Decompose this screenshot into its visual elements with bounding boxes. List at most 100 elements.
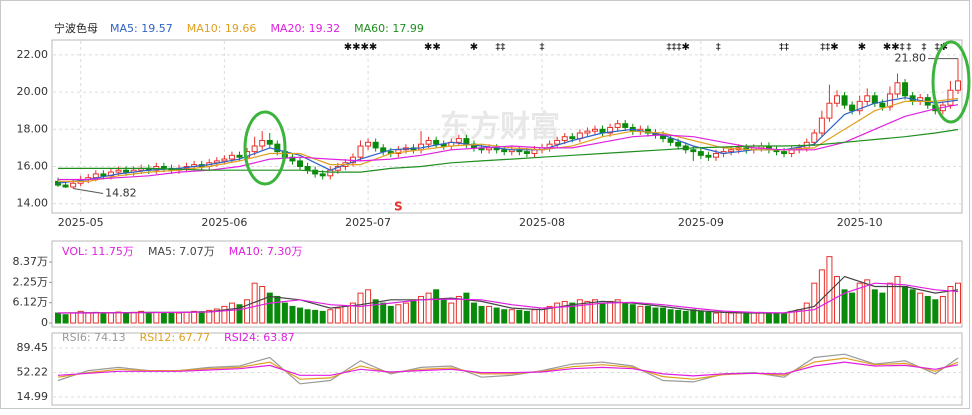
indicator-line [57,361,959,377]
volume-bar [743,313,750,324]
volume-bar [334,307,341,324]
volume-bar [803,302,810,324]
legend-entry: MA10: 19.66 [187,22,257,35]
candle-body [523,151,530,154]
candle-body [62,184,69,188]
volume-bar [297,307,304,324]
candle-body [274,143,281,153]
legend-entry: MA20: 19.32 [270,22,340,35]
legend-entry: RSI24: 63.87 [224,331,295,344]
volume-bar [410,300,417,324]
volume-bar [372,299,379,324]
volume-bar [130,311,137,324]
x-tick-label: 2025-05 [58,216,104,229]
y-tick-label: 22.00 [17,48,49,61]
candle-body [833,95,840,104]
volume-bar [841,289,848,324]
y-tick-label: 89.45 [17,341,49,354]
event-marker: ✱✱ [424,42,441,53]
highlight-ellipse [931,40,971,124]
candle-body [705,154,712,158]
volume-bar [599,302,606,324]
volume-bar [123,312,130,324]
indicator-line [58,282,959,314]
price-panel [51,39,963,214]
volume-bar [387,305,394,324]
candle-body [697,151,704,156]
event-marker: ‡ [540,42,545,53]
volume-bar [85,312,92,324]
event-marker: ‡ [716,42,721,53]
candle-body [236,154,243,158]
candle-body [304,165,311,171]
candle-body [569,136,576,140]
legend-entry: MA60: 17.99 [354,22,424,35]
volume-bar [728,312,735,324]
candle-body [864,95,871,102]
volume-bar [781,312,788,324]
volume-bar [100,313,107,324]
volume-bar [77,310,84,324]
volume-bar [183,311,190,324]
indicator-line [57,353,959,385]
volume-bar [107,312,114,324]
annotation-label: 14.82 [105,186,137,199]
volume-bar [546,305,553,324]
candle-body [818,117,825,134]
candle-body [357,145,364,158]
volume-bar [909,289,916,324]
volume-bar [788,310,795,324]
volume-bar [644,305,651,324]
candle-body [902,82,909,97]
candle-body [115,169,122,173]
y-tick-label: 6.12万 [13,296,49,309]
volume-bar [712,312,719,324]
candle-body [92,173,99,179]
volume-bar [576,299,583,324]
volume-bar [236,304,243,324]
volume-bar [228,302,235,324]
legend-entry: MA5: 7.07万 [148,245,215,258]
volume-bar [380,302,387,324]
annotation-arrow [73,187,104,194]
candle-body [584,130,591,134]
volume-bar [569,302,576,324]
event-marker: ✱ [470,42,478,53]
volume-bar [682,310,689,324]
volume-bar [342,305,349,324]
volume-bar [697,310,704,324]
volume-bar [425,292,432,324]
volume-bar [145,312,152,324]
candle-body [312,169,319,175]
y-tick-label: 18.00 [17,122,49,135]
volume-bar [735,312,742,324]
volume-bar [675,309,682,324]
candle-body [266,139,273,145]
rsi-panel [51,332,963,406]
volume-bar [955,282,961,324]
y-tick-label: 52.22 [17,365,49,378]
candle-body [879,102,886,108]
volume-bar [455,295,462,324]
volume-bar [939,295,946,324]
indicator-line [58,97,959,182]
candle-body [160,165,167,169]
volume-bar [244,299,251,324]
volume-bar [62,314,69,324]
volume-bar [470,302,477,324]
volume-bar [660,307,667,324]
volume-bar [213,308,220,324]
event-marker: ‡‡‡✱ [666,42,689,53]
candle-body [100,173,107,177]
y-tick-label: 16.00 [17,159,49,172]
volume-bar [614,299,621,324]
candle-body [826,102,833,119]
y-tick-label: 8.37万 [13,255,49,268]
volume-bar [637,305,644,324]
event-marker: ✱✱✱✱ [344,42,378,53]
candle-body [70,182,77,188]
candle-body [486,147,493,151]
volume-bar [607,300,614,324]
candle-body [781,151,788,154]
